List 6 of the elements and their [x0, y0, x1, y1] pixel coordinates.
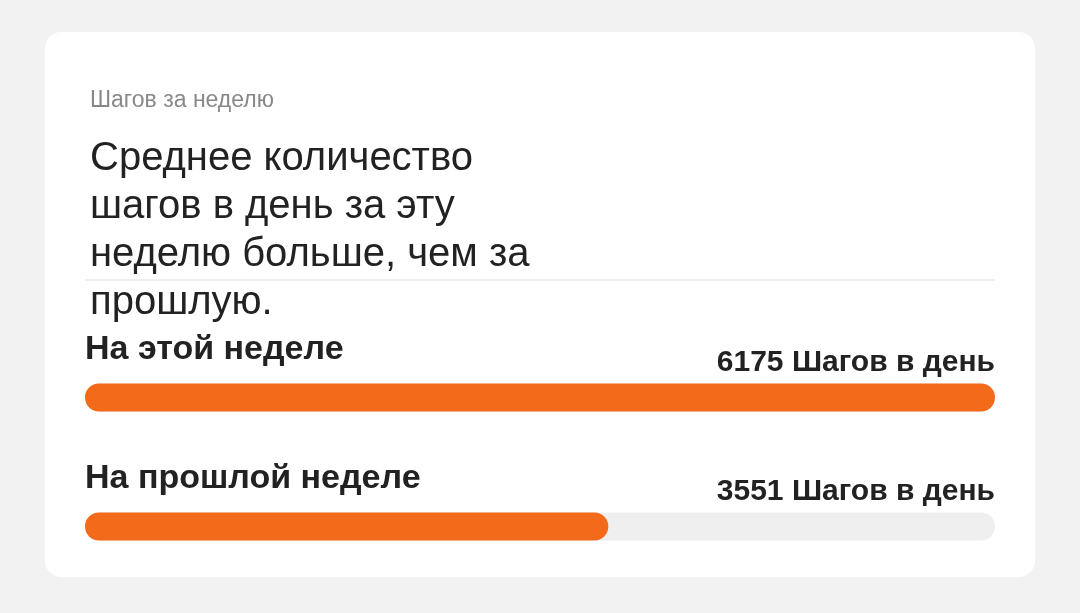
- y-tick-label: На прошлой неделе: [85, 456, 421, 495]
- y-tick-label: На этой неделе: [85, 327, 344, 366]
- chart-title: Шагов за неделю: [90, 85, 274, 112]
- data-label: 6175 Шагов в день: [716, 344, 995, 377]
- data-label: 3551 Шагов в день: [716, 473, 995, 506]
- chart-subtitle: Среднее количество шагов в день за эту неделю больше, чем за прошлую.: [90, 134, 541, 322]
